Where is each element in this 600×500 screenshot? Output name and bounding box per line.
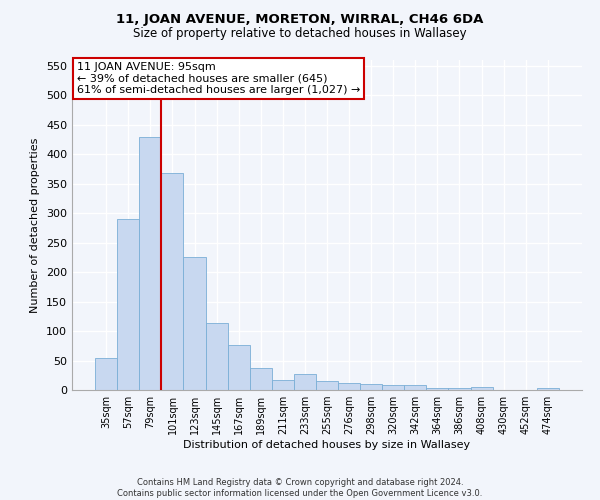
Bar	[448, 388, 470, 390]
Bar	[294, 374, 316, 390]
X-axis label: Distribution of detached houses by size in Wallasey: Distribution of detached houses by size …	[184, 440, 470, 450]
Bar	[316, 381, 338, 390]
Bar	[360, 384, 382, 390]
Bar	[537, 388, 559, 390]
Bar	[95, 358, 117, 390]
Text: 11 JOAN AVENUE: 95sqm
← 39% of detached houses are smaller (645)
61% of semi-det: 11 JOAN AVENUE: 95sqm ← 39% of detached …	[77, 62, 361, 95]
Bar	[250, 368, 272, 390]
Bar	[382, 386, 404, 390]
Bar	[404, 386, 427, 390]
Bar	[139, 136, 161, 390]
Text: Size of property relative to detached houses in Wallasey: Size of property relative to detached ho…	[133, 28, 467, 40]
Bar	[272, 380, 294, 390]
Bar	[470, 387, 493, 390]
Y-axis label: Number of detached properties: Number of detached properties	[31, 138, 40, 312]
Bar	[117, 218, 139, 390]
Bar	[206, 324, 227, 390]
Bar	[227, 345, 250, 390]
Bar	[184, 258, 206, 390]
Bar	[427, 388, 448, 390]
Bar	[161, 172, 184, 390]
Text: Contains HM Land Registry data © Crown copyright and database right 2024.
Contai: Contains HM Land Registry data © Crown c…	[118, 478, 482, 498]
Text: 11, JOAN AVENUE, MORETON, WIRRAL, CH46 6DA: 11, JOAN AVENUE, MORETON, WIRRAL, CH46 6…	[116, 12, 484, 26]
Bar	[338, 383, 360, 390]
